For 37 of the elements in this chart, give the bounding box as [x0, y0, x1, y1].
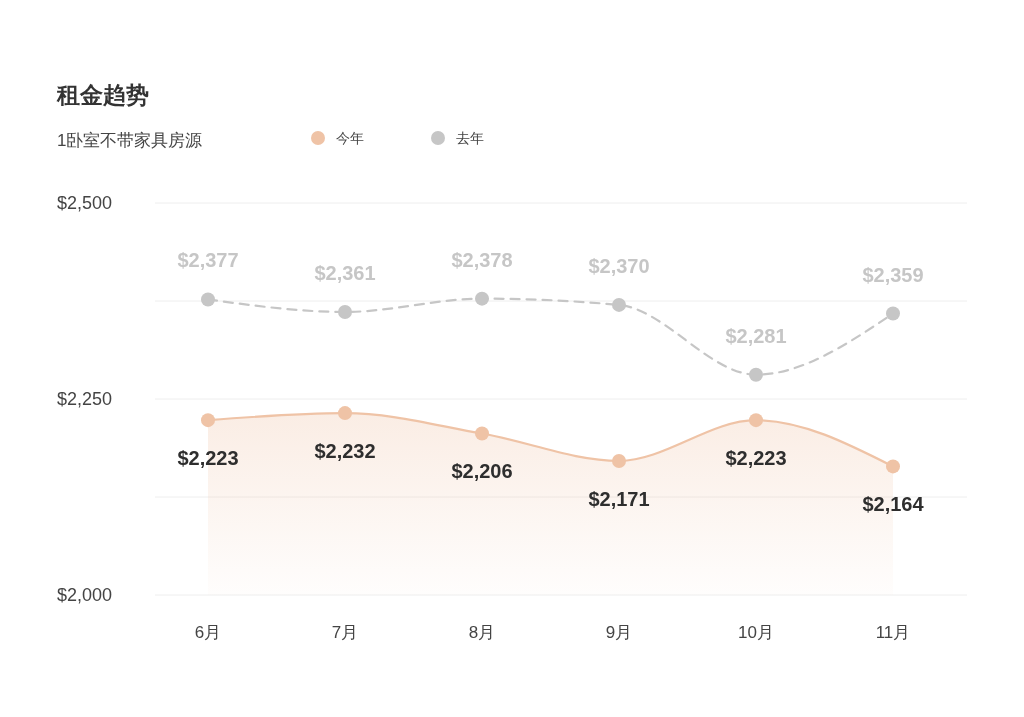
y-tick-label: $2,250: [57, 389, 113, 410]
point: [749, 367, 763, 382]
point: [475, 291, 489, 306]
point: [201, 413, 215, 428]
point: [886, 459, 900, 474]
point: [475, 426, 489, 441]
legend-label: 去年: [456, 130, 484, 146]
point: [612, 453, 626, 468]
data-label: $2,164: [862, 493, 925, 516]
data-label: $2,171: [588, 487, 650, 510]
x-tick-label: 10月: [738, 623, 774, 642]
point: [338, 304, 352, 319]
data-label: $2,370: [588, 254, 650, 277]
data-label: $2,359: [862, 263, 924, 286]
point: [338, 406, 352, 421]
point: [612, 297, 626, 312]
x-tick-label: 7月: [331, 623, 359, 642]
x-tick-label: 6月: [194, 623, 222, 642]
x-tick-label: 9月: [605, 623, 633, 642]
point: [886, 306, 900, 321]
x-tick-label: 11月: [875, 623, 911, 642]
legend-label: 今年: [336, 130, 364, 146]
x-tick-label: 8月: [468, 623, 496, 642]
data-label: $2,377: [177, 249, 239, 272]
point: [749, 413, 763, 428]
point: [201, 292, 215, 307]
data-label: $2,206: [451, 460, 513, 483]
data-label: $2,281: [725, 324, 787, 347]
chart-title: 租金趋势: [56, 82, 149, 108]
data-label: $2,361: [314, 261, 376, 284]
y-tick-label: $2,500: [57, 193, 113, 214]
data-label: $2,223: [177, 447, 239, 470]
data-label: $2,223: [725, 447, 787, 470]
y-tick-label: $2,000: [57, 585, 113, 606]
chart-subtitle: 1卧室不带家具房源: [57, 131, 203, 150]
data-label: $2,378: [451, 248, 513, 271]
data-label: $2,232: [314, 440, 376, 463]
